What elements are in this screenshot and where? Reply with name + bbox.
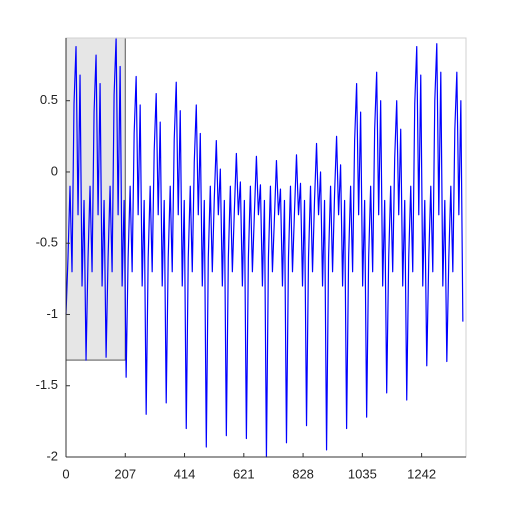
x-tick-label: 621: [233, 466, 255, 481]
y-tick-label: -2: [46, 448, 58, 463]
y-tick-label: 0.5: [40, 92, 58, 107]
x-tick-label: 414: [174, 466, 196, 481]
highlight-region: [65, 37, 126, 361]
y-tick-label: -0.5: [36, 235, 58, 250]
x-tick-label: 1035: [348, 466, 377, 481]
x-tick-label: 828: [292, 466, 314, 481]
x-tick-label: 0: [62, 466, 69, 481]
data-line: [65, 37, 464, 458]
y-tick-label: -1: [46, 306, 58, 321]
y-tick-label: -1.5: [36, 377, 58, 392]
y-tick-label: 0: [51, 163, 58, 178]
x-tick-label: 1242: [407, 466, 436, 481]
x-tick-label: 207: [114, 466, 136, 481]
